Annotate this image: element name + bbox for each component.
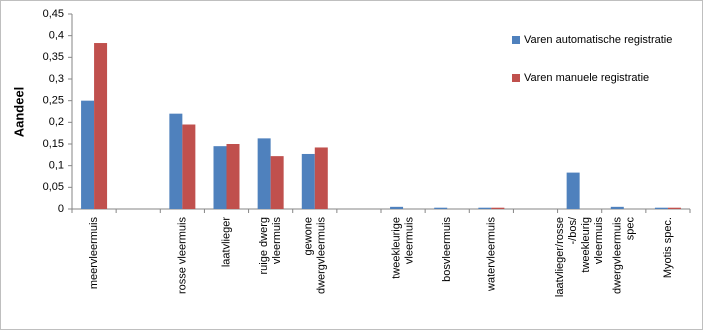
x-tick-label: tweekleurigevleermuis: [390, 217, 415, 279]
bar: [169, 113, 183, 209]
x-tick-label: laatvlieger: [220, 217, 232, 267]
bar: [182, 124, 196, 209]
x-tick-label: Myotis spec.: [662, 217, 674, 278]
y-tick-label: 0,35: [43, 51, 64, 63]
y-tick-label: 0,05: [43, 181, 64, 193]
bar: [226, 144, 240, 209]
bar: [478, 207, 492, 209]
bar: [257, 138, 271, 209]
bar: [654, 207, 668, 209]
bar: [81, 100, 95, 209]
x-tick-label: gewonedwergvleermuis: [302, 217, 327, 295]
bar: [270, 156, 284, 209]
bar: [566, 172, 580, 209]
legend-label: Varen manuele registratie: [524, 72, 649, 84]
y-tick-label: 0: [58, 203, 64, 215]
y-axis-label: Aandeel: [11, 87, 26, 138]
bar: [301, 153, 315, 209]
legend-swatch: [512, 74, 520, 82]
bar: [491, 207, 505, 209]
x-tick-label: meervleermuis: [88, 217, 100, 290]
bar: [314, 147, 328, 209]
legend-swatch: [512, 36, 520, 44]
bar: [434, 207, 448, 209]
bar: [667, 207, 681, 209]
legend-label: Varen automatische registratie: [524, 34, 672, 46]
x-tick-label: rosse vleermuis: [176, 217, 188, 295]
x-tick-label: watervleermuis: [485, 217, 497, 292]
x-tick-label: bosvleermuis: [441, 217, 453, 282]
y-tick-label: 0,25: [43, 95, 64, 107]
x-tick-label: ruige dwergvleermuis: [258, 217, 283, 275]
bar: [610, 206, 624, 209]
y-tick-label: 0,4: [49, 30, 64, 42]
x-tick-label: laatvlieger/rosse-/bos/tweekleurigvleerm…: [554, 216, 605, 297]
bar: [390, 206, 404, 209]
y-tick-label: 0,1: [49, 160, 64, 172]
y-tick-label: 0,3: [49, 73, 64, 85]
y-tick-label: 0,15: [43, 138, 64, 150]
x-tick-label: dwergvleermuisspec: [611, 217, 636, 295]
y-tick-label: 0,45: [43, 8, 64, 20]
bar: [213, 146, 227, 209]
bar: [94, 43, 108, 210]
y-tick-label: 0,2: [49, 116, 64, 128]
